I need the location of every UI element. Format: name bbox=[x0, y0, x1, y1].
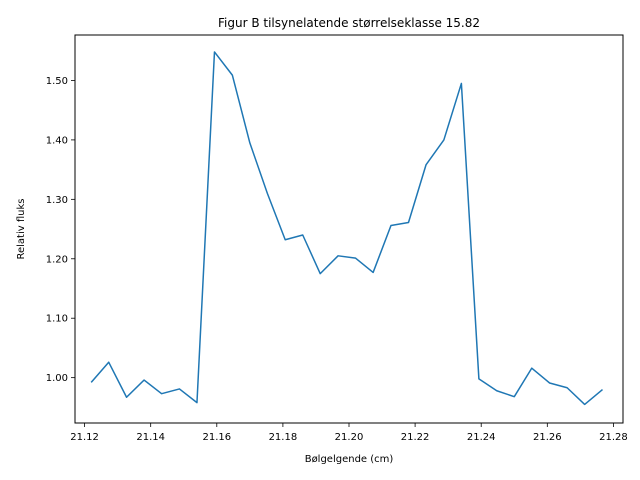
y-tick-label: 1.40 bbox=[46, 135, 68, 146]
x-tick-label: 21.26 bbox=[533, 432, 562, 443]
y-tick-label: 1.30 bbox=[46, 195, 68, 206]
y-tick-label: 1.00 bbox=[46, 373, 68, 384]
y-tick-label: 1.20 bbox=[46, 254, 68, 265]
y-tick-label: 1.10 bbox=[46, 314, 68, 325]
x-tick-label: 21.28 bbox=[599, 432, 628, 443]
x-tick-label: 21.22 bbox=[401, 432, 430, 443]
x-tick-label: 21.14 bbox=[136, 432, 165, 443]
y-tick-label: 1.50 bbox=[46, 76, 68, 87]
x-tick-label: 21.24 bbox=[467, 432, 496, 443]
x-tick-label: 21.20 bbox=[335, 432, 364, 443]
series-line bbox=[90, 51, 603, 406]
x-tick-label: 21.16 bbox=[202, 432, 231, 443]
y-axis-label: Relativ fluks bbox=[16, 199, 27, 260]
x-axis-label: Bølgelgende (cm) bbox=[305, 454, 394, 465]
x-tick-label: 21.18 bbox=[269, 432, 298, 443]
x-tick-label: 21.12 bbox=[70, 432, 99, 443]
chart-title: Figur B tilsynelatende størrelseklasse 1… bbox=[218, 16, 480, 30]
